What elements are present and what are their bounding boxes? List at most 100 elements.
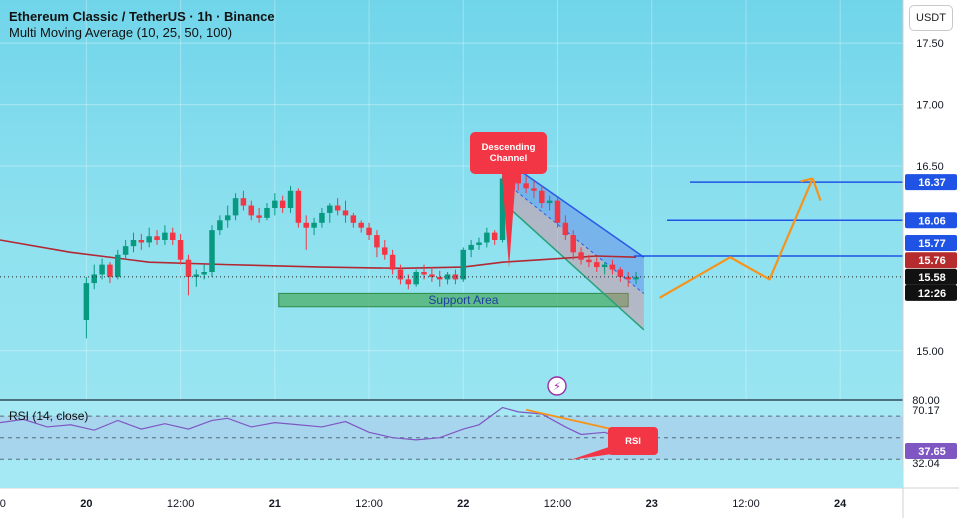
candle[interactable] [562, 215, 569, 240]
candle[interactable] [609, 259, 616, 275]
candle[interactable] [177, 233, 184, 265]
candle[interactable] [83, 276, 90, 339]
candle[interactable] [350, 212, 357, 228]
candle[interactable] [523, 176, 529, 194]
candle[interactable] [374, 230, 380, 258]
rsi-current-label[interactable]: 37.65 [905, 443, 957, 459]
candle[interactable] [319, 208, 325, 228]
candle[interactable] [327, 203, 333, 223]
candle[interactable] [162, 225, 168, 245]
candle-body [83, 283, 90, 320]
candle[interactable] [185, 254, 192, 296]
candle-body [452, 274, 459, 280]
price-label[interactable]: 16.37 [905, 174, 957, 191]
candle[interactable] [122, 240, 129, 260]
candle[interactable] [484, 227, 490, 248]
candle[interactable] [287, 185, 294, 213]
candle[interactable] [146, 227, 152, 248]
candle[interactable] [342, 200, 349, 223]
candle[interactable] [594, 257, 600, 272]
candle[interactable] [264, 203, 270, 221]
candle-body [531, 188, 537, 191]
candle[interactable] [554, 198, 561, 228]
candle[interactable] [491, 230, 498, 245]
candle[interactable] [295, 188, 302, 228]
candle[interactable] [468, 240, 474, 258]
candle[interactable] [279, 195, 286, 213]
indicator-label[interactable]: Multi Moving Average (10, 25, 50, 100) [9, 25, 233, 40]
candle[interactable] [115, 249, 121, 280]
candle[interactable] [452, 269, 459, 285]
candle[interactable] [272, 193, 278, 216]
time-tick-label: 12:00 [544, 498, 572, 510]
candle[interactable] [130, 232, 137, 253]
time-tick-label: 12:00 [0, 498, 6, 510]
candle[interactable] [546, 195, 553, 211]
candle[interactable] [256, 208, 262, 223]
currency-button[interactable]: USDT [909, 5, 953, 31]
candle[interactable] [169, 227, 176, 245]
candle[interactable] [382, 240, 388, 260]
rsi-label[interactable]: RSI (14, close) [9, 409, 89, 423]
candle-body [342, 210, 349, 216]
candle[interactable] [217, 215, 223, 236]
price-label[interactable]: 16.06 [905, 212, 957, 229]
candle[interactable] [397, 264, 404, 285]
candle-body [515, 173, 521, 184]
candle-body [405, 279, 412, 285]
candle[interactable] [99, 258, 105, 280]
candle-body [327, 205, 333, 213]
price-label-bg [905, 284, 957, 301]
symbol-title[interactable]: Ethereum Classic / TetherUS · 1h · Binan… [9, 9, 275, 24]
candle[interactable] [539, 185, 545, 208]
price-label[interactable]: 15.77 [905, 235, 957, 251]
candle[interactable] [232, 193, 239, 221]
candle[interactable] [625, 272, 631, 287]
price-label[interactable]: 15.76 [905, 252, 957, 269]
rsi-tick-label: 32.04 [912, 458, 940, 470]
candle[interactable] [617, 267, 624, 282]
candle[interactable] [358, 220, 364, 233]
candle[interactable] [91, 264, 97, 290]
candle-body [476, 242, 482, 245]
lightning-icon[interactable] [547, 376, 567, 396]
candle[interactable] [578, 247, 584, 265]
candle[interactable] [586, 254, 592, 268]
descending-channel-callout[interactable] [470, 132, 547, 174]
forecast-path [659, 178, 814, 299]
price-label[interactable]: 12:26 [905, 284, 957, 301]
candle[interactable] [531, 180, 537, 199]
candle[interactable] [138, 233, 145, 250]
channel-upper-fill [506, 161, 644, 294]
candle[interactable] [436, 270, 443, 287]
rsi-callout[interactable] [608, 427, 658, 455]
candle[interactable] [389, 249, 396, 275]
candle-body [350, 215, 357, 223]
candle[interactable] [460, 247, 467, 282]
candle[interactable] [303, 215, 309, 250]
candle-body [146, 236, 152, 243]
candle[interactable] [476, 237, 482, 250]
candle[interactable] [413, 269, 419, 287]
candle[interactable] [154, 230, 160, 245]
candle[interactable] [240, 190, 247, 211]
candle-body [122, 246, 129, 255]
candle[interactable] [601, 262, 608, 275]
candle[interactable] [334, 198, 341, 216]
chart-header: Ethereum Classic / TetherUS · 1h · Binan… [9, 9, 275, 41]
candle[interactable] [444, 272, 451, 285]
candle[interactable] [248, 200, 255, 221]
candle[interactable] [366, 222, 372, 240]
price-label[interactable]: 15.58 [905, 268, 957, 285]
candle[interactable] [193, 269, 200, 287]
candle[interactable] [224, 205, 231, 228]
candle[interactable] [499, 176, 506, 243]
candle[interactable] [209, 225, 215, 277]
candle[interactable] [429, 267, 435, 282]
candle[interactable] [633, 272, 639, 285]
candle[interactable] [570, 230, 576, 260]
candle[interactable] [107, 262, 113, 284]
candle[interactable] [311, 217, 317, 236]
candle-body [264, 208, 270, 218]
